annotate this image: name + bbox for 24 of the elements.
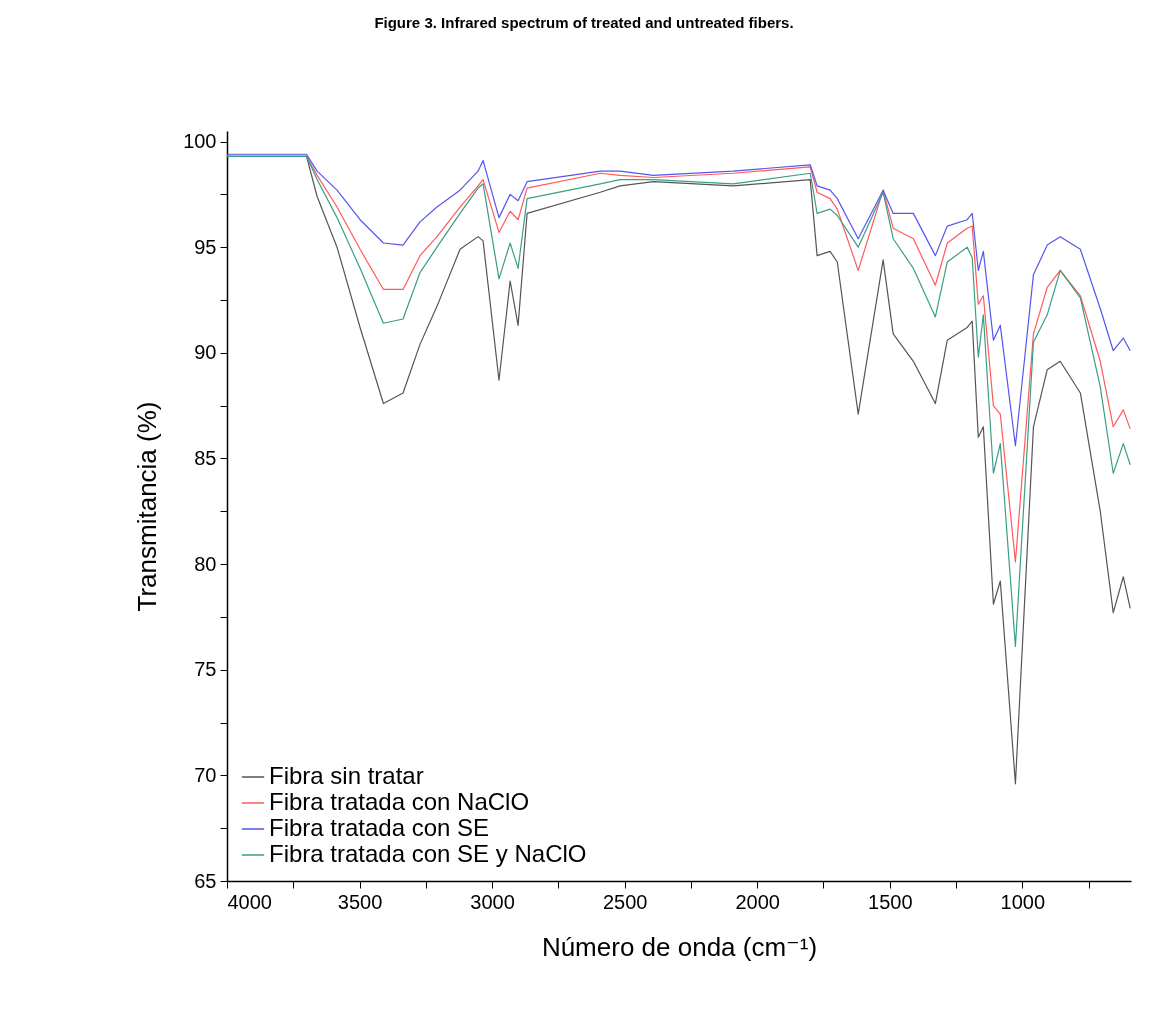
chart-title: Figure 3. Infrared spectrum of treated and untreated fibers. <box>374 14 794 31</box>
line-series <box>227 155 1131 648</box>
legend-label: Fibra sin tratar <box>269 762 424 789</box>
y-axis-title: Transmitancia (%) <box>132 401 163 612</box>
y-tick-label: 65 <box>194 869 217 892</box>
y-tick-label: 70 <box>194 763 217 786</box>
x-tick-label: 1500 <box>868 890 913 913</box>
legend-label: Fibra tratada con SE <box>269 814 490 841</box>
legend-label: Fibra tratada con SE y NaClO <box>269 840 587 867</box>
y-tick-label: 75 <box>194 658 217 681</box>
x-tick-label: 3500 <box>337 890 383 913</box>
x-tick-label: 1000 <box>1000 890 1046 913</box>
x-tick-label: 2000 <box>735 890 780 913</box>
x-axis-title: Número de onda (cm⁻¹) <box>541 931 818 962</box>
x-tick-label: 4000 <box>227 890 272 913</box>
legend-label: Fibra tratada con NaClO <box>269 788 530 815</box>
y-tick-label: 85 <box>194 446 217 469</box>
y-tick-label: 90 <box>194 341 217 364</box>
y-tick-label: 100 <box>183 130 217 153</box>
y-tick-label: 80 <box>194 552 217 575</box>
y-tick-label: 95 <box>194 235 217 258</box>
x-tick-label: 2500 <box>602 890 648 913</box>
line-series <box>227 153 1131 447</box>
x-tick-label: 3000 <box>470 890 515 913</box>
